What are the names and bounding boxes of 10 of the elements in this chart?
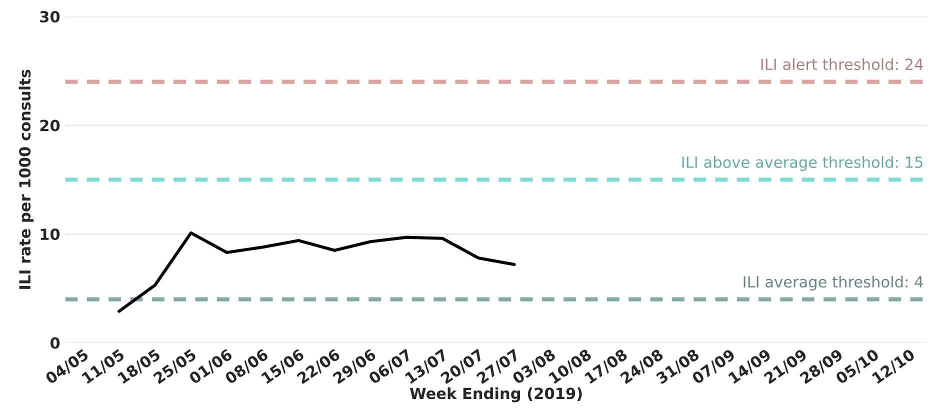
x-axis-title: Week Ending (2019) — [410, 387, 582, 402]
y-tick-label: 30 — [40, 10, 60, 23]
y-tick-label: 10 — [40, 228, 60, 240]
line-series — [118, 231, 516, 313]
y-tick-label: 20 — [40, 120, 60, 132]
y-tick-label: 0 — [50, 337, 60, 349]
ref-line-label: ILI alert threshold: 24 — [761, 58, 923, 70]
ref-line-label: ILI above average threshold: 15 — [682, 156, 922, 171]
y-axis-title: ILI rate per 1000 consults — [18, 70, 34, 289]
ref-line-label: ILI average threshold: 4 — [744, 276, 923, 291]
